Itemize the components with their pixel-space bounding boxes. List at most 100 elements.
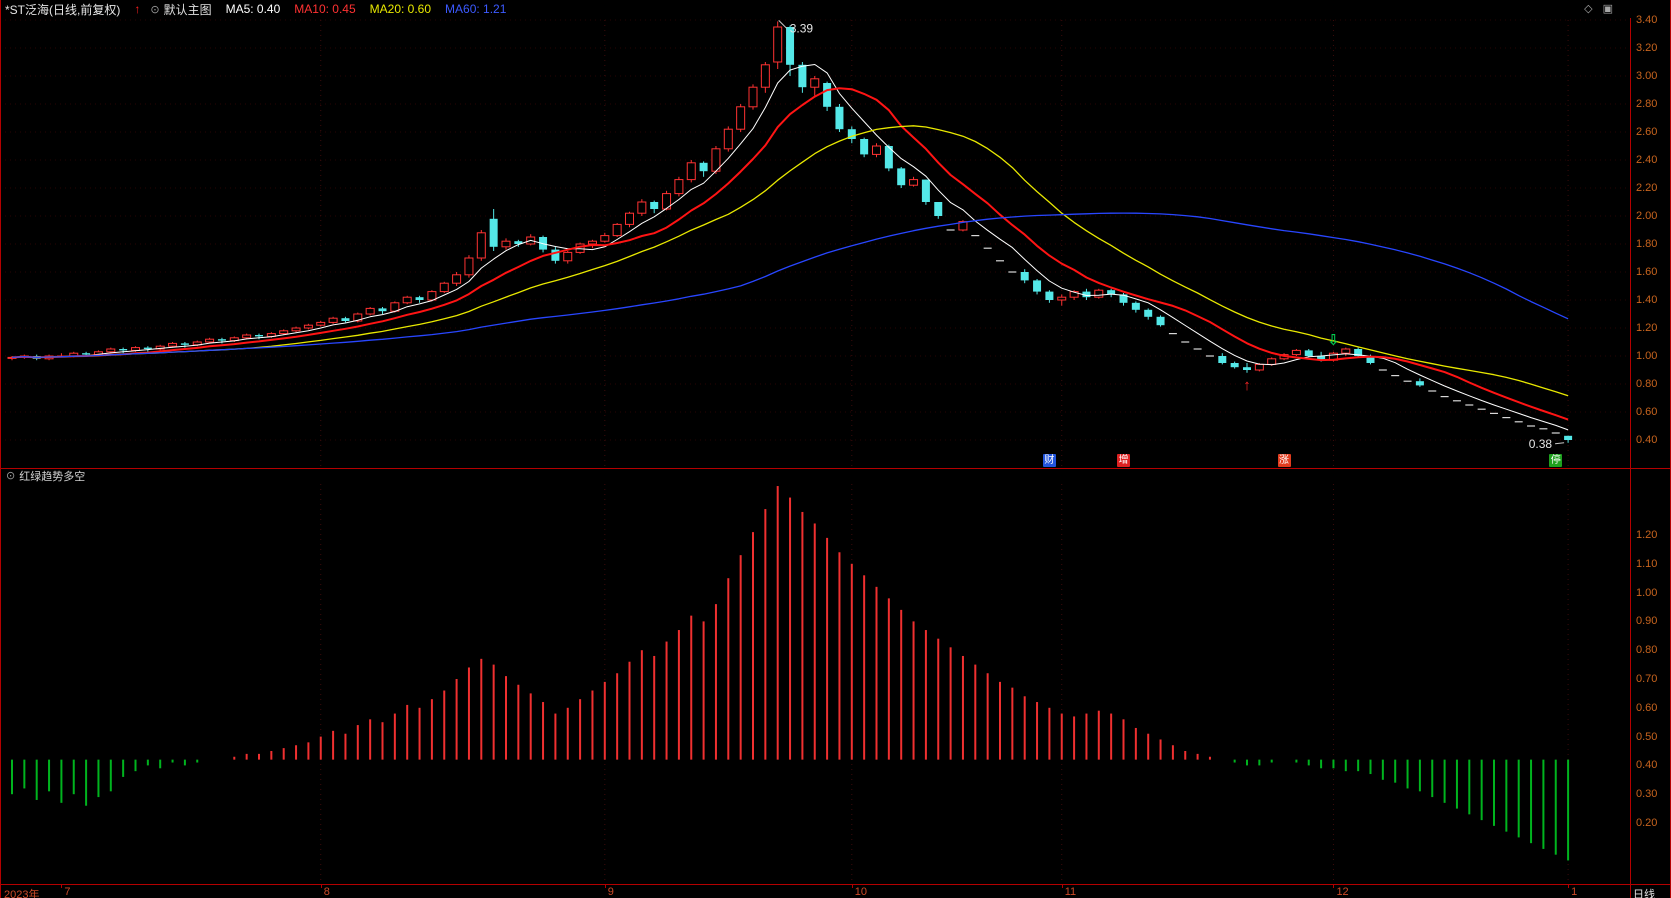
down-candle [143, 347, 152, 349]
indicator-bar-up [1208, 756, 1211, 760]
up-candle [773, 26, 783, 63]
up-candle [1094, 289, 1104, 298]
indicator-bar-down [1517, 759, 1520, 838]
price-axis-label: 2.60 [1636, 126, 1658, 138]
period-button[interactable]: 日线 [1633, 889, 1655, 898]
time-axis: 2023年 日线 7 8 9 10 11 12 1 [0, 884, 1671, 898]
month-label[interactable]: 8 [323, 886, 330, 898]
indicator-bar-up [430, 699, 433, 760]
indicator-title[interactable]: 红绿趋势多空 [19, 470, 86, 483]
indicator-bar-up [850, 563, 853, 760]
event-badge-增[interactable]: 增 [1117, 454, 1130, 467]
indicator-bar-down [146, 759, 149, 766]
buy-signal-arrow: ↑ [1243, 377, 1251, 394]
up-candle [291, 327, 301, 332]
indicator-bar-up [714, 604, 717, 760]
indicator-axis-label: 0.90 [1636, 615, 1658, 628]
indicator-bar-up [1110, 713, 1113, 760]
price-axis-label: 1.00 [1636, 350, 1658, 362]
down-candle [1131, 302, 1140, 310]
price-axis-label: 2.40 [1636, 154, 1658, 166]
month-tick [604, 885, 606, 888]
up-candle [600, 235, 610, 242]
price-axis-label: 1.20 [1636, 322, 1658, 334]
axis-divider-line [1630, 18, 1631, 898]
indicator-bar-down [1468, 759, 1471, 815]
down-candle [650, 202, 659, 209]
high-price-annotation: 3.39 [790, 21, 814, 35]
ma-line-ma20 [11, 125, 1569, 397]
indicator-bar-down [109, 759, 112, 792]
month-label[interactable]: 12 [1336, 886, 1349, 898]
indicator-bar-down [1455, 759, 1458, 809]
year-label: 2023年 [4, 889, 40, 898]
event-badge-涨[interactable]: 涨 [1277, 454, 1291, 467]
up-candle [476, 232, 486, 259]
indicator-bar-up [961, 655, 964, 760]
indicator-bar-up [270, 751, 273, 760]
up-candle [328, 317, 338, 323]
down-candle [884, 146, 893, 169]
main-chart-type-label[interactable]: 默认主图 [163, 2, 212, 17]
indicator-bar-up [492, 664, 495, 760]
indicator-bar-down [72, 759, 75, 795]
up-candle [810, 78, 820, 88]
month-label[interactable]: 11 [1064, 886, 1077, 898]
indicator-bar-up [1122, 719, 1125, 760]
indicator-bar-up [739, 555, 742, 760]
down-candle [1243, 367, 1251, 370]
indicator-bar-up [628, 661, 631, 760]
indicator-bar-down [1554, 759, 1557, 855]
month-label[interactable]: 10 [854, 886, 868, 898]
up-candle [205, 338, 215, 343]
month-label[interactable]: 1 [1571, 886, 1578, 898]
indicator-bar-up [406, 704, 409, 760]
indicator-bar-up [616, 673, 619, 760]
month-tick [1061, 885, 1063, 888]
indicator-bar-up [591, 690, 594, 760]
indicator-bar-up [949, 647, 952, 760]
indicator-bar-down [1332, 759, 1335, 769]
indicator-bar-down [1246, 759, 1248, 766]
indicator-axis-label: 0.30 [1636, 788, 1658, 801]
down-candle [1082, 291, 1091, 298]
indicator-header: ⊙ 红绿趋势多空 [0, 468, 1671, 483]
price-chart-canvas[interactable]: 3.39 0.38 ↑ ⇩ [0, 18, 1630, 468]
down-candle [921, 179, 930, 202]
up-candle [1267, 358, 1277, 365]
up-candle [1291, 349, 1301, 356]
indicator-bar-down [1394, 759, 1397, 783]
trend-up-arrow-icon: ↑ [134, 2, 141, 16]
sell-signal-arrow: ⇩ [1327, 332, 1340, 349]
indicator-bar-up [702, 621, 705, 760]
down-candle [835, 106, 844, 130]
event-badge-停[interactable]: 停 [1549, 454, 1563, 467]
diamond-icon[interactable]: ◇ [1584, 3, 1593, 15]
up-candle [748, 86, 758, 108]
indicator-bar-down [1307, 759, 1310, 766]
price-axis-label: 1.80 [1636, 238, 1658, 250]
main-chart-selector-icon[interactable]: ⊙ [150, 3, 160, 16]
event-badge-财[interactable]: 财 [1042, 454, 1056, 467]
ma60-label: MA60: 1.21 [445, 2, 507, 16]
down-candle [180, 343, 189, 345]
down-candle [1415, 381, 1424, 386]
indicator-bar-up [295, 745, 298, 760]
indicator-bar-up [566, 707, 569, 760]
month-tick [61, 885, 63, 888]
down-candle [934, 202, 943, 216]
window-icon[interactable]: ▣ [1602, 3, 1613, 15]
indicator-axis-label: 1.00 [1636, 586, 1658, 599]
indicator-bar-up [1060, 713, 1063, 760]
indicator-bar-up [443, 690, 446, 760]
month-label[interactable]: 9 [607, 886, 614, 898]
indicator-chart-canvas[interactable] [0, 482, 1630, 884]
indicator-bar-up [603, 681, 606, 760]
indicator-bar-up [1048, 707, 1051, 760]
price-axis-label: 0.60 [1636, 406, 1658, 418]
indicator-bar-up [1196, 753, 1199, 760]
month-label[interactable]: 7 [64, 886, 71, 898]
up-candle [439, 282, 449, 293]
indicator-selector-icon[interactable]: ⊙ [6, 470, 16, 482]
